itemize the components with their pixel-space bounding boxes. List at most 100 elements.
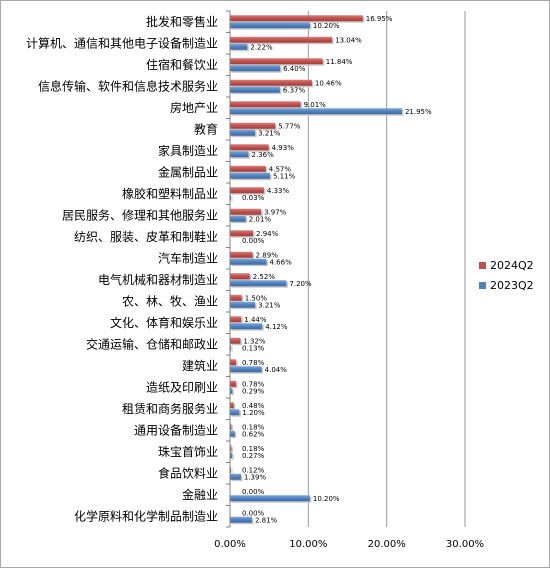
data-label: 21.95% bbox=[405, 108, 432, 116]
data-label: 4.93% bbox=[272, 144, 295, 152]
data-label: 2.36% bbox=[251, 151, 274, 159]
category-label: 纺织、服装、皮革和制鞋业 bbox=[74, 229, 218, 244]
bar-2024q2 bbox=[230, 294, 242, 301]
data-label: 0.29% bbox=[242, 387, 265, 395]
bar-2024q2 bbox=[230, 144, 269, 151]
x-tick-label: 30.00% bbox=[446, 539, 484, 550]
data-label: 1.32% bbox=[243, 337, 266, 345]
data-label: 0.27% bbox=[242, 452, 265, 460]
category-label: 电气机械和器材制造业 bbox=[98, 272, 218, 287]
data-label: 0.78% bbox=[242, 359, 265, 367]
data-label: 9.01% bbox=[304, 101, 327, 109]
category-label: 化学原料和化学制品制造业 bbox=[74, 508, 218, 523]
data-label: 4.57% bbox=[269, 165, 292, 173]
bar-2024q2 bbox=[230, 101, 301, 108]
bar-2023q2 bbox=[230, 473, 241, 480]
bar-shadow bbox=[231, 446, 233, 453]
bar-2024q2 bbox=[230, 359, 237, 366]
bar-shadow bbox=[231, 425, 233, 432]
bar-2023q2 bbox=[230, 151, 249, 158]
data-label: 2.81% bbox=[255, 516, 278, 524]
data-label: 0.18% bbox=[242, 423, 265, 431]
bar-2023q2 bbox=[230, 387, 233, 394]
data-label: 11.84% bbox=[326, 58, 353, 66]
category-label: 房地产业 bbox=[170, 100, 218, 115]
data-label: 0.48% bbox=[242, 402, 265, 410]
bar-2023q2 bbox=[230, 65, 281, 72]
data-label: 10.20% bbox=[313, 495, 340, 503]
data-label: 16.95% bbox=[366, 15, 393, 23]
bar-2023q2 bbox=[230, 516, 253, 523]
data-label: 1.50% bbox=[245, 294, 268, 302]
bar-2023q2 bbox=[230, 280, 287, 287]
x-tick-label: 20.00% bbox=[368, 539, 406, 550]
data-label: 10.46% bbox=[315, 79, 342, 87]
data-label: 6.37% bbox=[283, 86, 306, 94]
bar-2023q2 bbox=[230, 22, 310, 29]
category-label: 食品饮料业 bbox=[158, 465, 218, 480]
bar-shadow bbox=[231, 195, 233, 202]
bar-2024q2 bbox=[230, 165, 266, 172]
bar-shadow bbox=[231, 389, 234, 396]
data-label: 2.94% bbox=[256, 230, 279, 238]
data-label: 1.39% bbox=[244, 473, 267, 481]
bar-2024q2 bbox=[230, 58, 323, 65]
category-label: 建筑业 bbox=[182, 358, 218, 373]
data-label: 13.04% bbox=[335, 36, 362, 44]
category-label: 农、林、牧、渔业 bbox=[122, 294, 218, 308]
category-label: 造纸及印刷业 bbox=[146, 380, 218, 394]
data-label: 10.20% bbox=[313, 22, 340, 30]
bar-2024q2 bbox=[230, 423, 232, 430]
legend: 2024Q2 2023Q2 bbox=[479, 259, 534, 292]
category-label: 橡胶和塑料制品业 bbox=[122, 186, 218, 201]
data-label: 3.97% bbox=[264, 208, 287, 216]
bar-2023q2 bbox=[230, 430, 235, 437]
data-label: 2.01% bbox=[249, 215, 272, 223]
bar-2023q2 bbox=[230, 344, 232, 351]
category-label: 家具制造业 bbox=[158, 143, 218, 158]
category-label: 通用设备制造业 bbox=[134, 423, 218, 437]
labels-layer: 16.95% 10.20% 13.04% 2.22% 11.84% 6.40% 10.46%… bbox=[242, 15, 432, 525]
bar-2023q2 bbox=[230, 409, 240, 416]
category-label: 文化、体育和娱乐业 bbox=[110, 315, 218, 330]
x-tick-label: 10.00% bbox=[289, 539, 327, 550]
data-label: 0.62% bbox=[242, 430, 265, 438]
grid-layer bbox=[307, 11, 466, 527]
bar-2024q2 bbox=[230, 380, 237, 387]
bar-shadow bbox=[231, 346, 233, 353]
bar-2024q2 bbox=[230, 36, 333, 43]
bar-2024q2 bbox=[230, 251, 253, 258]
category-label: 批发和零售业 bbox=[146, 14, 218, 29]
data-label: 0.18% bbox=[242, 445, 265, 453]
bar-2023q2 bbox=[230, 86, 280, 93]
data-label: 6.40% bbox=[283, 65, 306, 73]
category-label: 计算机、通信和其他电子设备制造业 bbox=[26, 35, 218, 50]
data-label: 3.21% bbox=[258, 301, 281, 309]
bar-2024q2 bbox=[230, 230, 254, 237]
category-label: 交通运输、仓储和邮政业 bbox=[86, 336, 218, 351]
x-tick-label: 0.00% bbox=[214, 539, 246, 550]
category-label: 租赁和商务服务业 bbox=[122, 401, 218, 416]
category-label: 金属制品业 bbox=[158, 164, 218, 179]
data-label: 4.33% bbox=[267, 187, 290, 195]
category-label: 汽车制造业 bbox=[158, 250, 218, 265]
data-label: 0.03% bbox=[242, 194, 265, 202]
category-label: 金融业 bbox=[182, 487, 218, 502]
bar-2024q2 bbox=[230, 15, 363, 22]
data-label: 1.44% bbox=[244, 316, 267, 324]
data-label: 2.89% bbox=[256, 251, 279, 259]
bar-2024q2 bbox=[230, 79, 312, 86]
bar-shadow bbox=[231, 468, 233, 475]
category-label: 住宿和餐饮业 bbox=[146, 57, 218, 72]
data-label: 2.22% bbox=[250, 43, 273, 51]
bar-2023q2 bbox=[230, 172, 271, 179]
data-label: 4.66% bbox=[270, 258, 293, 266]
data-label: 0.00% bbox=[242, 509, 265, 517]
category-label: 居民服务、修理和其他服务业 bbox=[62, 207, 218, 222]
data-label: 7.20% bbox=[289, 280, 312, 288]
category-label: 信息传输、软件和信息技术服务业 bbox=[38, 78, 218, 93]
category-label: 珠宝首饰业 bbox=[158, 445, 218, 459]
bar-shadow bbox=[231, 453, 234, 460]
bar-2023q2 bbox=[230, 323, 263, 330]
